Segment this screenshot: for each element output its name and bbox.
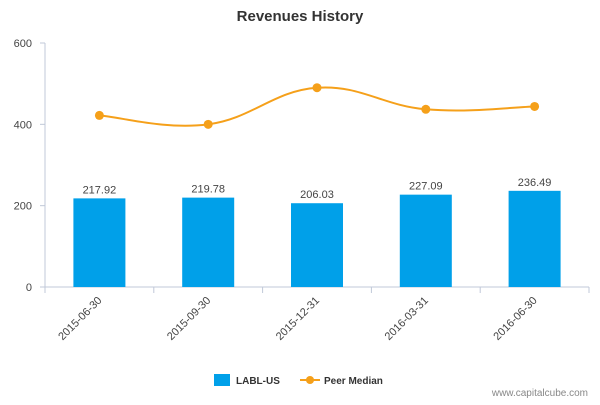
- bar-data-label: 219.78: [191, 184, 225, 196]
- bar-labl-us: [508, 190, 561, 287]
- y-tick-label: 400: [14, 119, 32, 131]
- y-axis: 0 200 400 600: [14, 38, 46, 294]
- legend: LABL-US Peer Median: [214, 374, 383, 387]
- peer-median-point: [203, 119, 213, 129]
- peer-median-point: [530, 101, 540, 111]
- watermark-text: www.capitalcube.com: [491, 388, 588, 399]
- bar-labl-us: [73, 198, 126, 287]
- bar-labl-us: [399, 194, 452, 287]
- peer-median-point: [312, 83, 322, 93]
- peer-median-point: [94, 110, 104, 120]
- y-tick-label: 200: [14, 201, 32, 213]
- legend-swatch-labl-us: [214, 374, 230, 386]
- bar-labl-us: [182, 197, 235, 287]
- x-axis: 2015-06-30 2015-09-30 2015-12-31 2016-03-31…: [44, 286, 590, 343]
- bar-series-labl-us: [73, 190, 561, 287]
- legend-label-labl-us: LABL-US: [236, 376, 280, 387]
- bar-labl-us: [291, 203, 343, 287]
- x-tick-label: 2016-03-31: [383, 295, 431, 343]
- x-tick-label: 2015-09-30: [165, 295, 213, 343]
- line-series-peer-median: [94, 83, 540, 129]
- chart-title: Revenues History: [237, 8, 364, 25]
- legend-label-peer-median: Peer Median: [324, 376, 383, 387]
- x-tick-label: 2015-06-30: [56, 295, 104, 343]
- bar-data-label: 227.09: [409, 181, 443, 193]
- legend-swatch-peer-median-marker: [306, 376, 314, 384]
- x-tick-label: 2016-06-30: [491, 295, 539, 343]
- y-tick-label: 0: [26, 282, 32, 294]
- bar-data-label: 236.49: [518, 177, 552, 189]
- peer-median-point: [421, 104, 431, 114]
- peer-median-line: [99, 86, 535, 127]
- bar-data-labels: 217.92 219.78 206.03 227.09 236.49: [83, 177, 552, 201]
- bar-data-label: 217.92: [83, 184, 117, 196]
- x-tick-label: 2015-12-31: [274, 295, 322, 343]
- y-tick-label: 600: [14, 38, 32, 50]
- bar-data-label: 206.03: [300, 189, 334, 201]
